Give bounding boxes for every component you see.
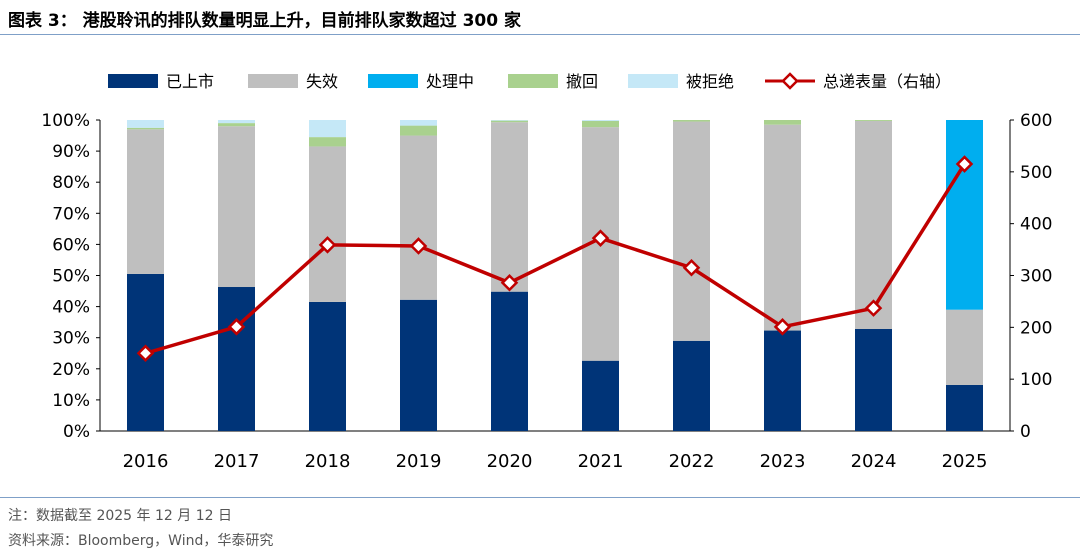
x-tick-label: 2020 [487,451,533,472]
line-point [955,155,974,173]
line-point [773,318,792,336]
line-point [136,344,155,363]
y-tick-label: 0% [63,422,90,442]
bar-2016 [127,127,164,130]
line-point [591,229,610,247]
x-tick-label: 2025 [942,451,988,472]
y-tick-label: 10% [52,391,90,411]
y2-tick-label: 0 [1020,422,1031,442]
bar-2017 [218,126,255,288]
y2-tick-label: 600 [1020,111,1052,131]
x-tick-label: 2022 [669,451,715,472]
bar-2023 [764,124,801,331]
bar-2024 [855,328,892,431]
y2-tick-label: 500 [1020,163,1052,183]
bar-2020 [491,291,528,431]
bar-2020 [491,122,528,292]
line-point [500,273,519,292]
x-tick-label: 2023 [760,451,806,472]
bar-2023 [764,330,801,431]
line-point [864,299,883,317]
divider [0,497,1080,498]
y-tick-label: 40% [52,298,90,318]
bar-2022 [673,120,710,122]
bar-2017 [218,287,255,431]
bar-2025 [946,384,983,431]
line-point [409,237,428,255]
bar-2025 [946,309,983,385]
divider [0,34,1080,35]
y-tick-label: 20% [52,360,90,380]
line-point [682,258,701,277]
legend-label: 失效 [306,72,338,91]
y2-tick-label: 400 [1020,215,1052,235]
bar-2024 [855,120,892,121]
legend-swatch [368,74,418,88]
legend-label: 处理中 [426,72,474,91]
x-tick-label: 2019 [396,451,442,472]
legend-swatch [508,74,558,88]
line-point [318,236,337,254]
bar-2016 [127,120,164,128]
y-tick-label: 100% [41,111,90,131]
y-tick-label: 50% [52,267,90,287]
bar-2016 [127,129,164,274]
bar-2020 [491,120,528,121]
y2-tick-label: 100 [1020,370,1052,390]
x-tick-label: 2018 [305,451,351,472]
chart-title: 图表 3： 港股聆讯的排队数量明显上升，目前排队家数超过 300 家 [8,11,521,31]
y2-tick-label: 300 [1020,267,1052,287]
x-tick-label: 2017 [214,451,260,472]
bar-2019 [400,135,437,300]
bar-2017 [218,123,255,127]
y-tick-label: 80% [52,173,90,193]
bar-2020 [491,120,528,123]
source-note: 资料来源：Bloomberg，Wind，华泰研究 [8,533,274,549]
bar-2018 [309,137,346,147]
bar-2017 [218,120,255,124]
bar-2024 [855,120,892,329]
line-series [145,163,966,355]
bar-2022 [673,340,710,431]
legend-marker [781,72,799,90]
y-tick-label: 70% [52,204,90,224]
x-tick-label: 2024 [851,451,897,472]
legend-swatch [108,74,158,88]
footnote: 注：数据截至 2025 年 12 月 12 日 [8,508,232,524]
y-tick-label: 90% [52,142,90,162]
legend-label: 撤回 [566,72,598,91]
bar-2022 [673,121,710,341]
bar-2018 [309,146,346,302]
y-tick-label: 60% [52,235,90,255]
bar-2019 [400,125,437,136]
bar-2019 [400,120,437,126]
y-tick-label: 30% [52,329,90,349]
bar-2018 [309,301,346,431]
bar-2019 [400,299,437,431]
legend-swatch [248,74,298,88]
bar-2018 [309,120,346,138]
x-tick-label: 2021 [578,451,624,472]
legend-label: 总递表量（右轴） [823,72,951,91]
bar-2025 [946,120,983,310]
x-tick-label: 2016 [123,451,169,472]
legend-swatch [628,74,678,88]
legend-label: 被拒绝 [686,72,734,91]
line-point [227,318,246,336]
bar-2021 [582,120,619,121]
y2-tick-label: 200 [1020,318,1052,338]
legend-label: 已上市 [166,72,214,91]
bar-2023 [764,120,801,125]
bar-2021 [582,360,619,431]
bar-2021 [582,120,619,128]
